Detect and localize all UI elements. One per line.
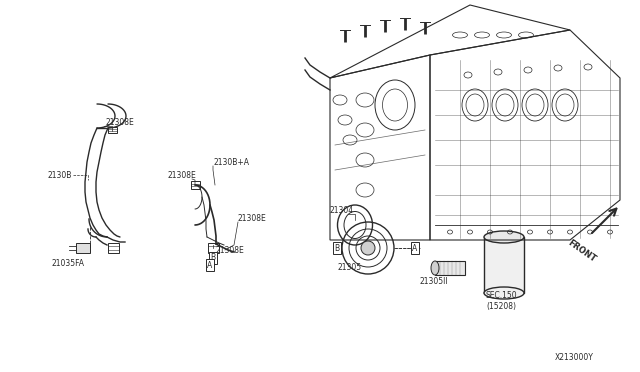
Text: 21308E: 21308E — [215, 246, 244, 254]
Text: 21305II: 21305II — [420, 278, 449, 286]
Ellipse shape — [484, 287, 524, 299]
Text: SEC.150: SEC.150 — [486, 292, 518, 301]
Ellipse shape — [484, 231, 524, 243]
Text: 21304: 21304 — [330, 205, 354, 215]
Text: 21035FA: 21035FA — [52, 260, 85, 269]
Ellipse shape — [344, 212, 366, 238]
Text: (15208): (15208) — [486, 302, 516, 311]
Text: 21308E: 21308E — [168, 170, 196, 180]
Text: X213000Y: X213000Y — [555, 353, 594, 362]
Text: FRONT: FRONT — [566, 238, 598, 264]
Bar — [76, 243, 90, 253]
Text: B: B — [211, 253, 216, 263]
Bar — [108, 243, 119, 253]
Bar — [191, 181, 200, 189]
Text: 2130B: 2130B — [48, 170, 72, 180]
Bar — [108, 127, 117, 133]
Text: 21308E: 21308E — [238, 214, 267, 222]
Bar — [208, 243, 219, 253]
Text: 2130B+A: 2130B+A — [213, 157, 249, 167]
Text: B: B — [335, 244, 340, 253]
Ellipse shape — [361, 241, 375, 255]
Text: 21308E: 21308E — [105, 118, 134, 126]
Bar — [435, 261, 465, 275]
Text: A: A — [207, 260, 212, 269]
Bar — [484, 237, 524, 293]
Text: A: A — [412, 244, 418, 253]
Ellipse shape — [431, 261, 439, 275]
Text: 21305: 21305 — [337, 263, 361, 273]
